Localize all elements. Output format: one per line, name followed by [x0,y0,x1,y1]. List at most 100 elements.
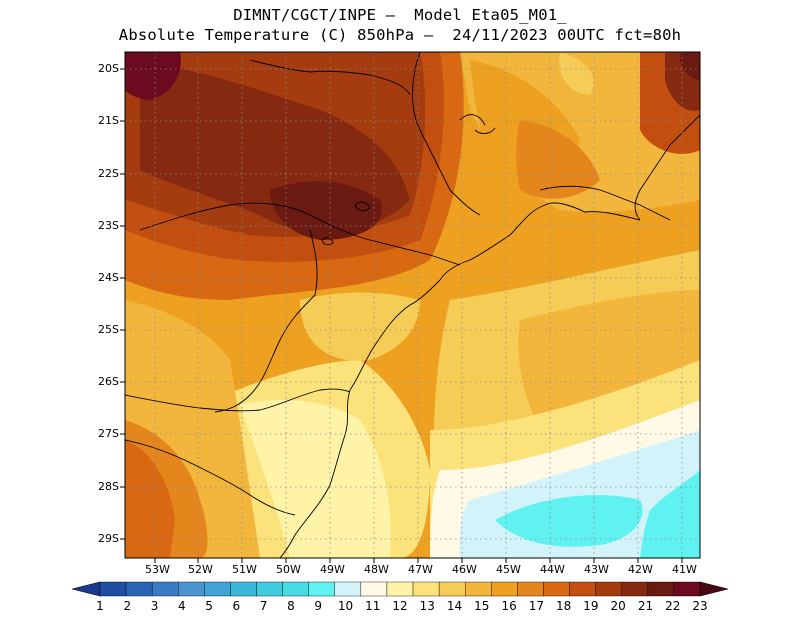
colorbar-segment [308,581,335,597]
colorbar-label: 10 [337,599,354,613]
country-border [125,439,296,516]
colorbar-segment [151,581,179,597]
colorbar-segment [230,581,257,597]
colorbar-label: 7 [259,599,268,613]
colorbar-label: 3 [150,599,159,613]
colorbar-segment [569,581,596,597]
field-ne-14 [559,52,594,95]
state-border-3 [139,202,461,266]
lat-label-26s: 26S [98,375,119,388]
lon-label-41w: 41W [672,563,697,576]
state-border-4 [214,229,318,413]
colorbar-segment [334,581,362,597]
colorbar-segment [465,581,492,597]
colorbar-label: 18 [555,599,572,613]
lat-label-21s: 21S [98,114,119,127]
colorbar-segment [595,581,622,597]
lat-label-24s: 24S [98,271,119,284]
colorbar-label: 2 [123,599,132,613]
lon-label-51w: 51W [232,563,257,576]
colorbar-label: 9 [314,599,322,613]
lat-lon-grid [125,52,700,558]
colorbar-label: 4 [177,599,186,613]
colorbar-label: 8 [287,599,295,613]
colorbar-segment [412,581,440,597]
colorbar-left-arrow [71,581,101,597]
colorbar-segment [673,581,701,597]
lon-label-53w: 53W [145,563,170,576]
atlantic-coastline [279,202,641,558]
colorbar-label: 21 [637,599,654,613]
colorbar-segment [99,581,127,597]
colorbar-segment [125,581,153,597]
colorbar-segment [647,581,675,597]
lat-label-27s: 27S [98,427,119,440]
colorbar-segment [517,581,544,597]
plot-frame [124,51,701,559]
state-border-2 [249,59,411,96]
lon-label-47w: 47W [408,563,433,576]
lon-label-50w: 50W [276,563,301,576]
colorbar-segment [543,581,570,597]
colorbar-label: 22 [665,599,681,613]
colorbar-label: 20 [610,599,626,613]
colorbar-label: 16 [501,599,517,613]
field-mid-14 [300,292,420,361]
lat-label-20s: 20S [98,62,119,75]
colorbar-label: 5 [205,599,213,613]
colorbar-segment [360,581,388,597]
axis-ticks [120,68,683,563]
map-title-line1: DIMNT/CGCT/INPE – Model Eta05_M01_ [233,6,567,24]
field-cold-patch [495,495,643,547]
colorbar-segment [204,581,231,597]
lon-label-43w: 43W [584,563,609,576]
colorbar-label: 15 [474,599,490,613]
colorbar-segment [621,581,649,597]
lat-label-23s: 23S [98,219,119,232]
field-sw-18 [125,440,175,558]
reservoir-1 [354,201,371,212]
state-border-5 [125,388,351,412]
state-border-6 [539,185,671,221]
lon-label-49w: 49W [320,563,345,576]
colorbar-label: 19 [583,599,599,613]
map-title-line2: Absolute Temperature (C) 850hPa – 24/11/… [118,26,682,44]
colorbar [71,581,729,597]
field-cold-patch-east [640,470,700,558]
colorbar-label: 11 [365,599,381,613]
field-ne-22 [680,52,700,80]
colorbar-right-arrow [699,581,729,597]
colorbar-label: 12 [392,599,408,613]
lon-label-45w: 45W [496,563,521,576]
lat-label-29s: 29S [98,532,119,545]
colorbar-label: 13 [419,599,435,613]
coastal-features [459,114,496,134]
lon-label-48w: 48W [364,563,389,576]
state-border-1 [412,52,481,216]
northeast-coastline [634,114,700,221]
coastlines-borders [125,52,700,558]
field-north-22a [270,181,382,240]
lat-label-28s: 28S [98,480,119,493]
colorbar-segment [438,581,466,597]
colorbar-label: 23 [692,599,708,613]
field-ne-18 [516,120,600,199]
field-north-23 [125,52,181,100]
lon-label-46w: 46W [452,563,477,576]
colorbar-segment [256,581,283,597]
colorbar-label: 14 [446,599,463,613]
colorbar-label: 1 [96,599,104,613]
colorbar-segment [282,581,309,597]
lon-label-42w: 42W [628,563,653,576]
lat-label-25s: 25S [98,323,119,336]
temperature-field [125,52,700,558]
lat-label-22s: 22S [98,167,119,180]
colorbar-segment [491,581,518,597]
lon-label-52w: 52W [188,563,213,576]
colorbar-label: 6 [232,599,241,613]
colorbar-label: 17 [528,599,544,613]
lon-label-44w: 44W [540,563,565,576]
field-south-12 [240,400,391,558]
colorbar-segment [178,581,205,597]
